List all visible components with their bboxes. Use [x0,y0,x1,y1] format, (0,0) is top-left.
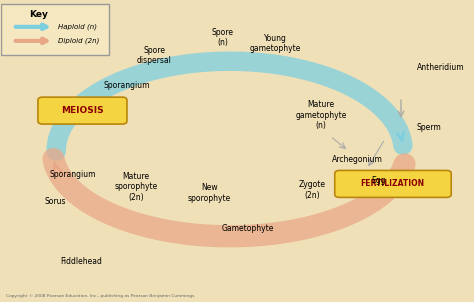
Text: New
sporophyte: New sporophyte [188,183,231,203]
Text: FERTILIZATION: FERTILIZATION [361,179,425,188]
Text: Egg: Egg [371,176,386,185]
Text: Sperm: Sperm [417,123,442,132]
Text: Young
gametophyte: Young gametophyte [250,34,301,53]
Text: Haploid (n): Haploid (n) [58,24,98,30]
Text: Key: Key [29,10,48,19]
FancyBboxPatch shape [38,97,127,124]
Text: Mature
gametophyte
(n): Mature gametophyte (n) [295,100,347,130]
Text: Mature
sporophyte
(2n): Mature sporophyte (2n) [115,172,158,202]
Text: Gametophyte: Gametophyte [222,224,274,233]
Text: Antheridium: Antheridium [417,63,465,72]
Text: MEIOSIS: MEIOSIS [61,106,104,115]
Text: Archegonium: Archegonium [332,156,383,165]
Text: Sporangium: Sporangium [104,81,150,90]
Text: Spore
dispersal: Spore dispersal [137,46,172,65]
Text: Fiddlehead: Fiddlehead [60,257,102,266]
Text: Copyright © 2008 Pearson Education, Inc., publishing as Pearson Benjamin Cumming: Copyright © 2008 Pearson Education, Inc.… [6,294,194,297]
FancyBboxPatch shape [1,5,109,55]
FancyBboxPatch shape [335,170,451,198]
Text: Sporangium: Sporangium [49,170,96,179]
Text: Zygote
(2n): Zygote (2n) [299,180,326,200]
Text: Spore
(n): Spore (n) [212,27,234,47]
Text: Sorus: Sorus [45,198,66,206]
Text: Diploid (2n): Diploid (2n) [58,38,100,44]
